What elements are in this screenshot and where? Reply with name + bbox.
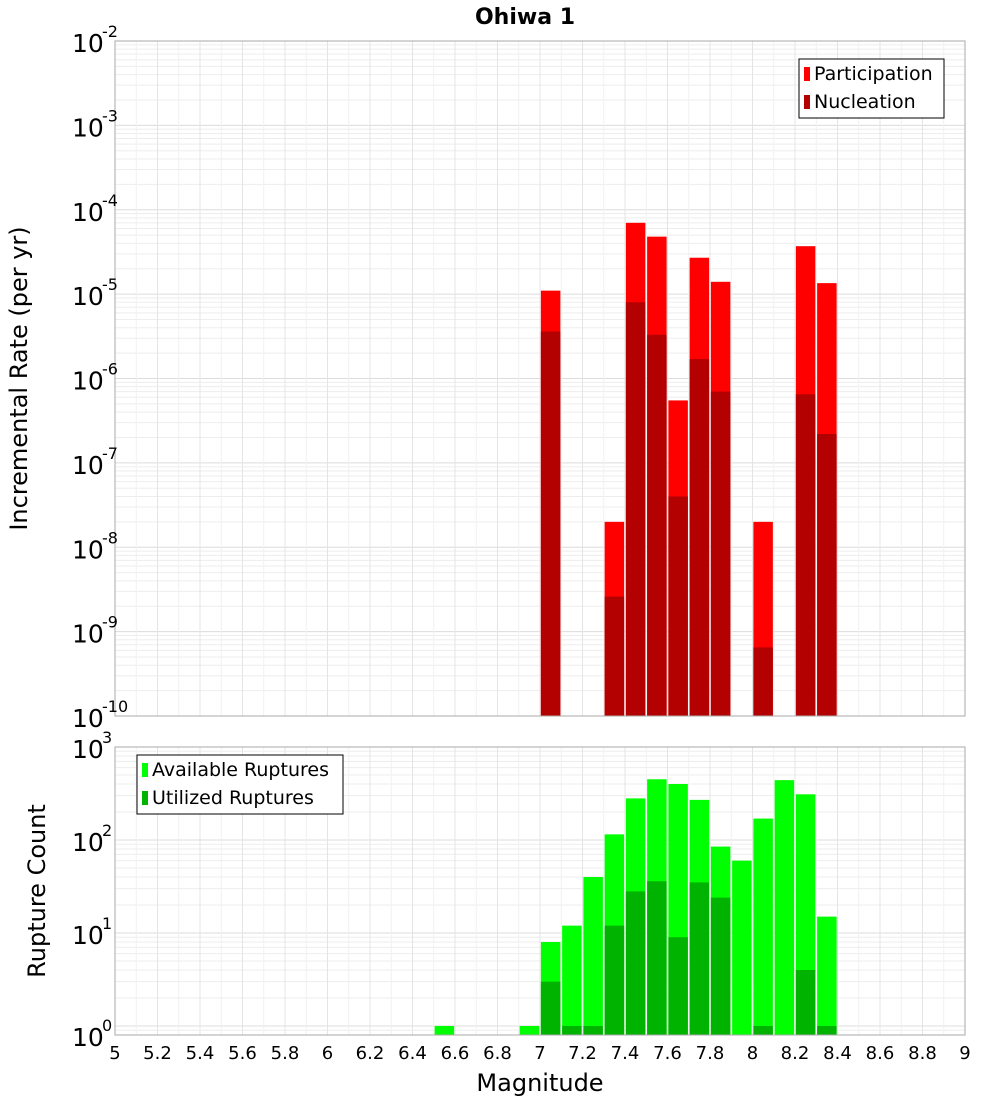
chart-title: Ohiwa 1 <box>475 5 575 30</box>
y-tick-exponent: 0 <box>102 1016 112 1035</box>
plot-frame <box>114 40 966 717</box>
bar-available-ruptures <box>817 916 837 1035</box>
y-tick-label: 10 <box>72 620 104 649</box>
y-tick-label: 10 <box>72 735 104 764</box>
x-axis-label: Magnitude <box>476 1069 603 1097</box>
x-tick-label: 7.4 <box>611 1043 640 1064</box>
y-tick-exponent: -3 <box>102 106 118 125</box>
y-tick-label: 10 <box>72 1023 104 1052</box>
bar-utilized-ruptures <box>689 882 710 1035</box>
x-tick-label: 7.2 <box>568 1043 597 1064</box>
x-tick-label: 7.6 <box>653 1043 682 1064</box>
x-tick-label: 6.4 <box>398 1043 427 1064</box>
x-tick-label: 5.2 <box>143 1043 172 1064</box>
x-tick-label: 9 <box>959 1043 970 1064</box>
y-tick-exponent: -9 <box>102 613 118 632</box>
bar-utilized-ruptures <box>625 891 646 1035</box>
legend-swatch <box>142 763 148 777</box>
x-tick-label: 7.8 <box>696 1043 725 1064</box>
bar-nucleation <box>689 359 710 716</box>
y-tick-exponent: -8 <box>102 528 118 547</box>
x-tick-label: 8 <box>747 1043 758 1064</box>
bar-utilized-ruptures <box>710 897 731 1035</box>
y-tick-exponent: -6 <box>102 360 118 379</box>
x-tick-label: 6 <box>322 1043 333 1064</box>
x-tick-label: 7 <box>534 1043 545 1064</box>
y-axis-label: Incremental Rate (per yr) <box>5 226 33 530</box>
bar-nucleation <box>604 596 625 716</box>
legend-swatch <box>804 67 810 81</box>
legend-swatch <box>142 791 148 805</box>
legend-label: Nucleation <box>814 91 916 113</box>
legend-label: Available Ruptures <box>152 759 329 781</box>
y-tick-exponent: -10 <box>102 697 128 716</box>
bar-available-ruptures <box>519 1025 540 1035</box>
x-tick-label: 8.2 <box>781 1043 810 1064</box>
x-tick-label: 5.4 <box>186 1043 215 1064</box>
bar-utilized-ruptures <box>817 1025 837 1035</box>
y-tick-label: 10 <box>72 828 104 857</box>
bar-nucleation <box>540 331 561 716</box>
x-tick-label: 5 <box>109 1043 120 1064</box>
plot-frame <box>114 746 966 1036</box>
x-tick-label: 8.8 <box>908 1043 937 1064</box>
x-tick-label: 8.4 <box>823 1043 852 1064</box>
bar-nucleation <box>753 647 773 716</box>
bar-available-ruptures <box>434 1025 455 1035</box>
bar-utilized-ruptures <box>753 1025 773 1035</box>
legend-label: Participation <box>814 63 933 85</box>
y-tick-exponent: -7 <box>102 444 118 463</box>
bar-nucleation <box>647 334 667 716</box>
legend-label: Utilized Ruptures <box>152 787 314 809</box>
bar-utilized-ruptures <box>583 1025 603 1035</box>
y-tick-exponent: 3 <box>102 728 112 747</box>
bar-nucleation <box>668 496 688 716</box>
bar-available-ruptures <box>774 780 795 1035</box>
bar-utilized-ruptures <box>562 1025 582 1035</box>
y-tick-label: 10 <box>72 29 104 58</box>
bar-nucleation <box>795 394 816 716</box>
y-tick-exponent: 2 <box>102 821 112 840</box>
bar-available-ruptures <box>562 925 582 1035</box>
bar-nucleation <box>625 302 646 716</box>
bar-available-ruptures <box>732 860 752 1035</box>
bar-available-ruptures <box>753 818 773 1035</box>
x-tick-label: 6.8 <box>483 1043 512 1064</box>
bar-nucleation <box>817 433 837 716</box>
x-tick-label: 6.6 <box>441 1043 470 1064</box>
y-tick-exponent: -4 <box>102 191 118 210</box>
y-tick-label: 10 <box>72 198 104 227</box>
y-tick-exponent: -5 <box>102 275 118 294</box>
y-tick-label: 10 <box>72 282 104 311</box>
y-axis-label: Rupture Count <box>23 804 51 978</box>
bar-utilized-ruptures <box>604 925 625 1035</box>
bar-utilized-ruptures <box>795 969 816 1035</box>
bar-available-ruptures <box>583 877 603 1035</box>
legend-swatch <box>804 95 810 109</box>
y-tick-label: 10 <box>72 704 104 733</box>
bar-utilized-ruptures <box>647 881 667 1035</box>
legend-box <box>136 754 344 815</box>
y-tick-label: 10 <box>72 921 104 950</box>
bar-utilized-ruptures <box>540 981 561 1035</box>
legend-box <box>798 58 945 119</box>
y-tick-exponent: 1 <box>102 914 112 933</box>
y-tick-label: 10 <box>72 451 104 480</box>
x-tick-label: 6.2 <box>356 1043 385 1064</box>
x-tick-label: 8.6 <box>866 1043 895 1064</box>
y-tick-label: 10 <box>72 535 104 564</box>
bar-nucleation <box>710 391 731 716</box>
y-tick-label: 10 <box>72 367 104 396</box>
bar-utilized-ruptures <box>668 937 688 1035</box>
x-tick-label: 5.8 <box>271 1043 300 1064</box>
y-tick-label: 10 <box>72 113 104 142</box>
x-tick-label: 5.6 <box>228 1043 257 1064</box>
y-tick-exponent: -2 <box>102 22 118 41</box>
